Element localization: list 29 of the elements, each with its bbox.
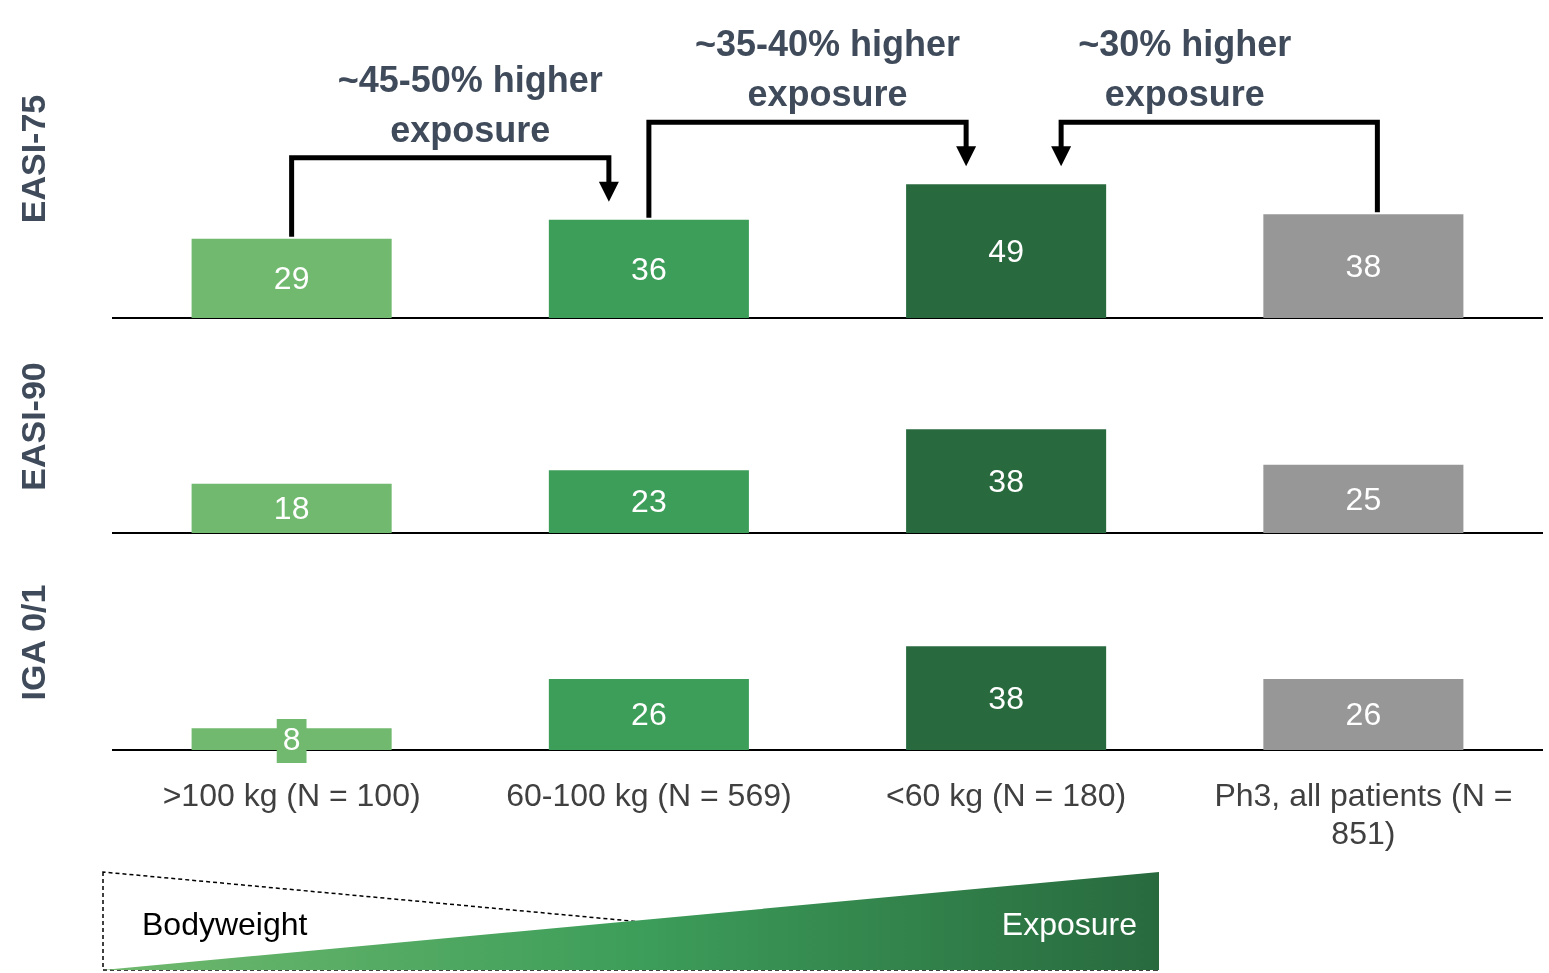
y-axis-title: IGA 0/1 bbox=[13, 584, 52, 701]
y-axis-title: EASI-75 bbox=[13, 94, 52, 224]
text: ~35-40% higher exposure bbox=[694, 23, 961, 115]
data-label: 26 bbox=[1345, 696, 1382, 733]
bar bbox=[1263, 464, 1464, 533]
data-label: 38 bbox=[988, 679, 1024, 716]
data-label: 25 bbox=[1345, 480, 1382, 517]
text: ~30% higher exposure bbox=[1078, 23, 1292, 115]
data-label: 38 bbox=[988, 462, 1024, 499]
data-label: 36 bbox=[631, 250, 667, 287]
bar bbox=[548, 470, 749, 533]
data-label: 26 bbox=[631, 696, 667, 733]
data-label: 29 bbox=[273, 260, 310, 297]
data-label: 49 bbox=[988, 232, 1024, 269]
x-tick-label: <60 kg (N = 180) bbox=[886, 777, 1127, 814]
x-tick-label: 60-100 kg (N = 569) bbox=[506, 777, 792, 814]
data-label: 18 bbox=[273, 490, 310, 527]
text: ~45-50% higher exposure bbox=[337, 58, 603, 150]
bar bbox=[906, 184, 1107, 318]
text: Bodyweight bbox=[142, 906, 308, 943]
bar bbox=[906, 429, 1107, 533]
text: Exposure bbox=[1001, 906, 1137, 943]
x-tick-label: Ph3, all patients (N = 851) bbox=[1214, 777, 1513, 852]
data-label: 23 bbox=[631, 483, 667, 520]
x-tick-label: >100 kg (N = 100) bbox=[162, 777, 421, 814]
y-axis-title: EASI-90 bbox=[13, 362, 52, 491]
data-label: 38 bbox=[1345, 247, 1382, 284]
data-label: 8 bbox=[282, 720, 301, 757]
bar bbox=[191, 483, 392, 533]
